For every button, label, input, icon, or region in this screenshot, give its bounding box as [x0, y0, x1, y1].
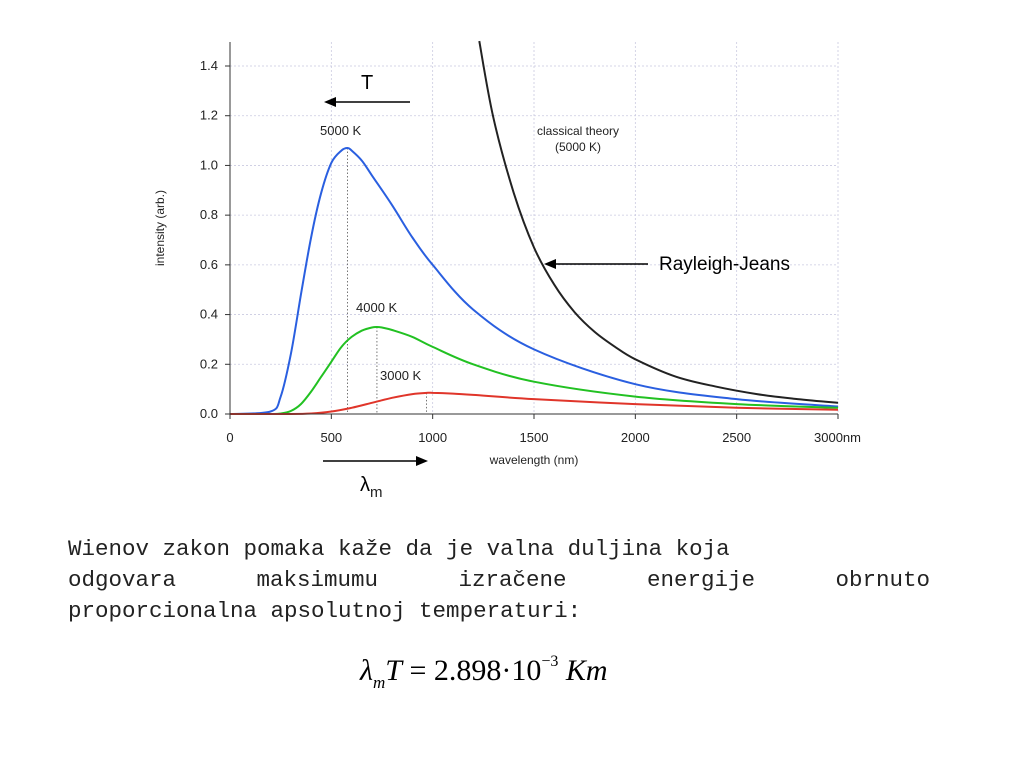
classical-theory-temp-label: (5000 K): [555, 140, 601, 154]
word: obrnuto: [835, 567, 930, 593]
rayleigh-jeans-arrow: Rayleigh-Jeans: [544, 254, 790, 275]
series-line: [229, 146, 839, 415]
label-3000k: 3000 K: [380, 368, 422, 383]
lambda-arrow: λm: [323, 456, 428, 501]
formula-temperature: T: [385, 654, 402, 687]
rj-arrow-head: [544, 259, 556, 269]
series-line: [229, 391, 839, 416]
y-tick-label: 0.2: [200, 356, 218, 371]
wien-formula: λmT = 2.898·10−3 Km: [360, 653, 608, 692]
word: energije: [646, 567, 755, 593]
lambda-m-label: λm: [360, 474, 383, 501]
y-tick-label: 1.2: [200, 108, 218, 123]
lambda-subscript: m: [370, 484, 383, 501]
peak-reference-lines: [347, 148, 427, 414]
y-tick-label: 1.0: [200, 157, 218, 172]
y-axis-title: intensity (arb.): [153, 190, 167, 266]
y-tick-label: 0.8: [200, 207, 218, 222]
classical-theory-label: classical theory: [537, 124, 619, 138]
tick-marks-and-labels: 0 500 1000 1500 2000 2500 3000nm 0.0 0.2 0.4 0.6 0.…: [200, 58, 861, 445]
rayleigh-jeans-label: Rayleigh-Jeans: [659, 254, 790, 275]
paragraph-line-2: odgovara maksimumu izračene energije obr…: [68, 565, 930, 596]
y-tick-label: 0.4: [200, 307, 218, 322]
word: maksimumu: [256, 567, 379, 593]
x-tick-label: 2000: [621, 430, 650, 445]
x-tick-label: 3000nm: [814, 430, 861, 445]
t-arrow-head: [324, 97, 336, 107]
x-tick-label: 2500: [722, 430, 751, 445]
formula-unit: Km: [565, 654, 608, 687]
series-line: [478, 40, 839, 404]
x-tick-label: 500: [320, 430, 342, 445]
lambda-arrow-head: [416, 456, 428, 466]
t-arrow: T: [324, 72, 410, 107]
blackbody-chart: 0 500 1000 1500 2000 2500 3000nm 0.0 0.2 0.4 0.6 0.…: [153, 40, 861, 501]
y-tick-label: 0.0: [200, 406, 218, 421]
formula-lambda: λ: [360, 654, 373, 687]
wien-law-paragraph: Wienov zakon pomaka kaže da je valna dul…: [68, 534, 930, 627]
paragraph-line-1: Wienov zakon pomaka kaže da je valna dul…: [68, 536, 730, 562]
word: izračene: [458, 567, 567, 593]
x-tick-label: 0: [226, 430, 233, 445]
y-tick-label: 0.6: [200, 257, 218, 272]
word: odgovara: [68, 567, 177, 593]
series-line: [229, 325, 839, 416]
x-tick-label: 1500: [520, 430, 549, 445]
grid-lines: [230, 42, 839, 414]
formula-exponent: −3: [541, 653, 559, 670]
lambda-symbol: λ: [360, 474, 370, 496]
x-tick-label: 1000: [418, 430, 447, 445]
formula-value: = 2.898·10: [401, 654, 542, 687]
label-4000k: 4000 K: [356, 300, 398, 315]
series-lines: [229, 40, 839, 416]
y-tick-label: 1.4: [200, 58, 218, 73]
label-5000k: 5000 K: [320, 123, 362, 138]
paragraph-line-3: proporcionalna apsolutnoj temperaturi:: [68, 598, 582, 624]
formula-lambda-subscript: m: [373, 673, 386, 692]
x-axis-title: wavelength (nm): [489, 453, 579, 467]
t-label: T: [361, 72, 373, 94]
